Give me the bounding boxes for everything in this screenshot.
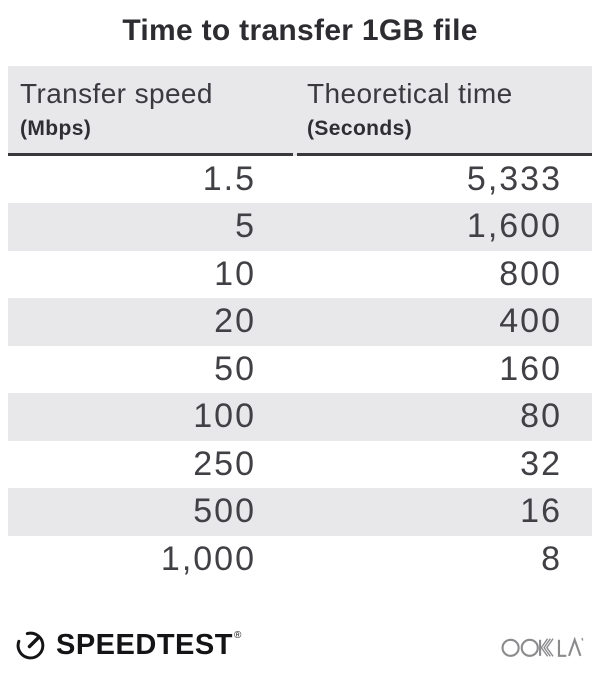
transfer-speed-cell: 100 — [193, 397, 256, 436]
table-row: 500 16 — [8, 488, 592, 536]
table-header: Transfer speed (Mbps) Theoretical time (… — [8, 65, 592, 156]
transfer-speed-cell: 10 — [214, 254, 256, 293]
table-row: 5 1,600 — [8, 203, 592, 251]
transfer-speed-cell: 5 — [235, 207, 256, 246]
col-header-theoretical-time-label: Theoretical time — [307, 77, 513, 109]
transfer-speed-cell: 50 — [214, 349, 256, 388]
theoretical-time-cell: 400 — [499, 302, 562, 341]
transfer-speed-cell: 20 — [214, 302, 256, 341]
table-row: 50 160 — [8, 345, 592, 393]
col-header-theoretical-time: Theoretical time (Seconds) — [297, 66, 592, 156]
theoretical-time-cell: 800 — [499, 254, 562, 293]
page-title: Time to transfer 1GB file — [122, 14, 478, 47]
table-row: 1.5 5,333 — [8, 155, 592, 203]
speedtest-gauge-icon — [16, 631, 45, 660]
table-row: 100 80 — [8, 393, 592, 441]
transfer-speed-cell: 1.5 — [202, 159, 256, 198]
table-row: 20 400 — [8, 298, 592, 346]
theoretical-time-cell: 16 — [520, 492, 562, 531]
table-row: 1,000 8 — [8, 535, 592, 583]
theoretical-time-cell: 8 — [541, 539, 562, 578]
table-body: 1.5 5,333 5 1,600 10 800 20 400 50 160 100 80 250 32 5… — [8, 155, 592, 583]
transfer-speed-cell: 250 — [193, 444, 256, 483]
registered-trademark-mark: ® — [233, 630, 242, 641]
col-header-transfer-speed-unit: (Mbps) — [20, 116, 92, 140]
theoretical-time-cell: 32 — [520, 444, 562, 483]
transfer-speed-cell: 500 — [193, 492, 256, 531]
transfer-time-table: Transfer speed (Mbps) Theoretical time (… — [8, 65, 592, 583]
table-row: 10 800 — [8, 250, 592, 298]
infographic: Time to transfer 1GB file Transfer speed… — [0, 14, 600, 662]
theoretical-time-cell: 5,333 — [466, 159, 562, 198]
theoretical-time-cell: 160 — [499, 349, 562, 388]
theoretical-time-cell: 80 — [520, 397, 562, 436]
col-header-transfer-speed-label: Transfer speed — [20, 77, 213, 109]
speedtest-wordmark: SPEEDTEST — [56, 629, 233, 661]
transfer-speed-cell: 1,000 — [160, 539, 256, 578]
theoretical-time-cell: 1,600 — [466, 207, 562, 246]
speedtest-logo: SPEEDTEST ® — [14, 629, 241, 662]
ookla-logo: OOKLA — [501, 636, 584, 657]
footer: SPEEDTEST ® OOKLA — [14, 629, 585, 662]
table-row: 250 32 — [8, 440, 592, 488]
col-header-transfer-speed: Transfer speed (Mbps) — [8, 66, 293, 156]
col-header-theoretical-time-unit: (Seconds) — [307, 116, 413, 140]
